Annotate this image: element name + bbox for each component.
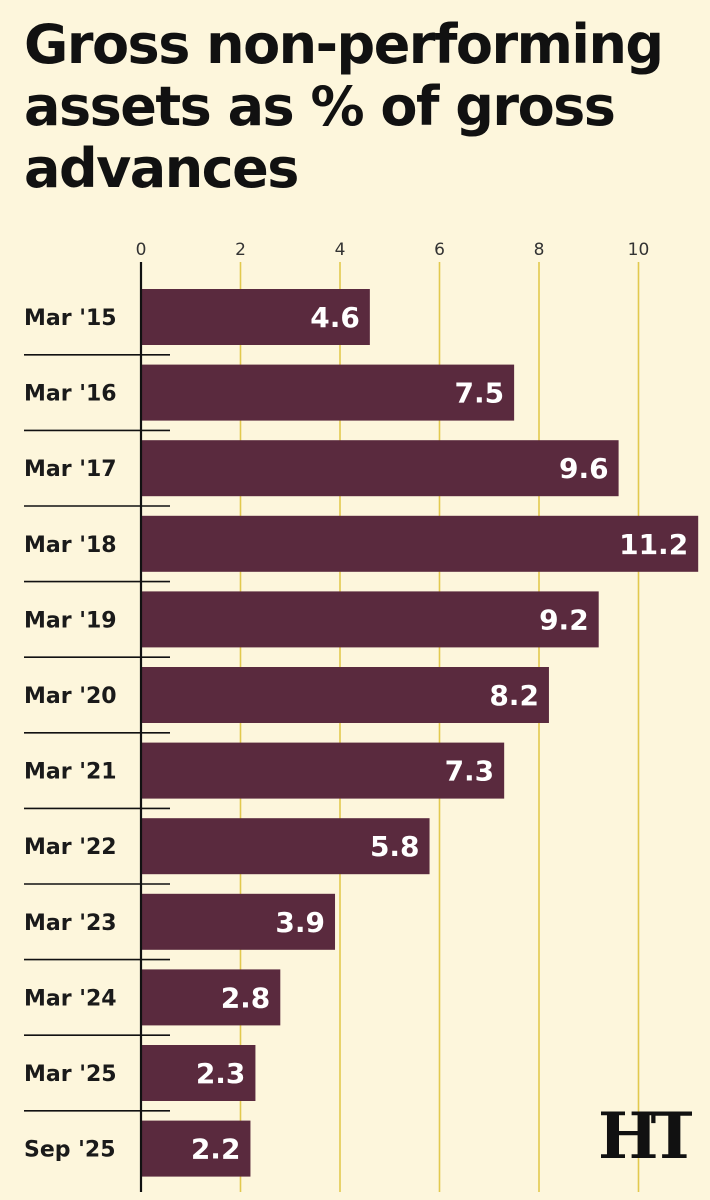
- value-label: 5.8: [370, 830, 420, 863]
- x-tick-label: 2: [235, 240, 246, 260]
- category-label: Mar '21: [24, 760, 117, 785]
- category-label: Mar '17: [24, 457, 117, 482]
- ht-logo: HT: [598, 1099, 692, 1168]
- labels: 0 2 4 6 8 10 Mar '15 4.6 Mar '16 7.5 Mar '17 9.6 Mar…: [24, 240, 688, 1166]
- ht-logo-text: HT: [598, 1099, 692, 1168]
- value-label: 4.6: [310, 301, 360, 334]
- x-tick-label: 4: [335, 240, 346, 260]
- bar: [141, 515, 699, 572]
- x-tick-label: 0: [136, 240, 147, 260]
- bar: [141, 1045, 256, 1101]
- bar: [141, 440, 619, 497]
- category-label: Sep '25: [24, 1138, 116, 1163]
- category-label: Mar '24: [24, 986, 117, 1011]
- x-tick-label: 8: [534, 240, 545, 260]
- category-label: Mar '22: [24, 835, 117, 860]
- value-label: 7.3: [445, 755, 495, 788]
- x-tick-label: 10: [628, 240, 650, 260]
- bars: [141, 289, 699, 1177]
- bar: [141, 591, 599, 648]
- bar: [141, 667, 549, 723]
- category-label: Mar '23: [24, 911, 117, 936]
- category-label: Mar '16: [24, 382, 117, 407]
- category-label: Mar '25: [24, 1062, 117, 1087]
- axes: [24, 262, 170, 1192]
- bar: [141, 893, 336, 950]
- category-label: Mar '18: [24, 533, 117, 558]
- value-label: 11.2: [619, 528, 688, 561]
- value-label: 9.2: [539, 603, 589, 636]
- value-label: 2.8: [221, 981, 271, 1014]
- bar: [141, 742, 505, 799]
- value-label: 7.5: [455, 377, 505, 410]
- bar: [141, 818, 430, 875]
- value-label: 9.6: [559, 452, 609, 485]
- category-label: Mar '19: [24, 608, 117, 633]
- x-tick-label: 6: [434, 240, 445, 260]
- bar: [141, 364, 515, 421]
- bar: [141, 1120, 251, 1177]
- bar: [141, 969, 281, 1026]
- bar: [141, 289, 370, 345]
- value-label: 3.9: [275, 906, 325, 939]
- value-label: 2.2: [191, 1133, 241, 1166]
- value-label: 8.2: [489, 679, 539, 712]
- value-label: 2.3: [196, 1057, 246, 1090]
- chart-title: Gross non-performing assets as % of gros…: [24, 13, 664, 200]
- category-label: Mar '20: [24, 684, 117, 709]
- category-label: Mar '15: [24, 306, 117, 331]
